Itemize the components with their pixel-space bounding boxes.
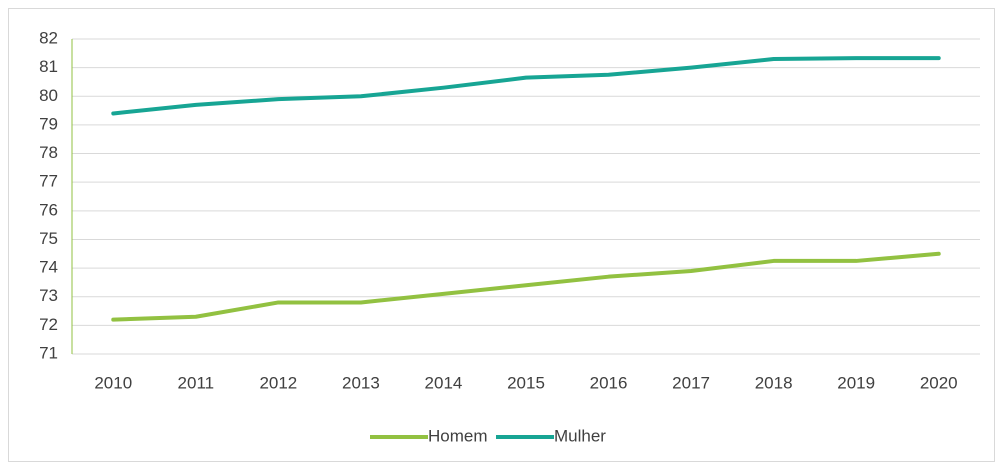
x-tick-label: 2011 xyxy=(178,373,215,392)
series-line xyxy=(111,56,941,116)
x-tick-label: 2015 xyxy=(507,373,545,392)
y-tick-label: 73 xyxy=(39,286,58,305)
x-tick-label: 2016 xyxy=(590,373,628,392)
y-tick-label: 82 xyxy=(39,28,58,47)
chart-frame xyxy=(8,8,995,462)
y-tick-label: 79 xyxy=(39,114,58,133)
x-tick-label: 2012 xyxy=(259,373,297,392)
x-tick-label: 2014 xyxy=(425,373,463,392)
y-tick-label: 71 xyxy=(39,343,58,362)
series-line xyxy=(111,251,941,322)
x-tick-label: 2010 xyxy=(94,373,132,392)
x-tick-label: 2013 xyxy=(342,373,380,392)
y-tick-label: 72 xyxy=(39,315,58,334)
y-tick-label: 80 xyxy=(39,86,58,105)
legend-label: Homem xyxy=(428,426,488,445)
x-tick-label: 2020 xyxy=(920,373,958,392)
x-tick-label: 2019 xyxy=(837,373,875,392)
y-tick-label: 81 xyxy=(39,57,58,76)
x-tick-label: 2017 xyxy=(672,373,710,392)
x-tick-label: 2018 xyxy=(755,373,793,392)
y-tick-label: 76 xyxy=(39,200,58,219)
y-tick-label: 77 xyxy=(39,172,58,191)
legend-label: Mulher xyxy=(554,426,606,445)
y-tick-label: 75 xyxy=(39,229,58,248)
y-tick-label: 74 xyxy=(39,258,58,277)
y-tick-label: 78 xyxy=(39,143,58,162)
